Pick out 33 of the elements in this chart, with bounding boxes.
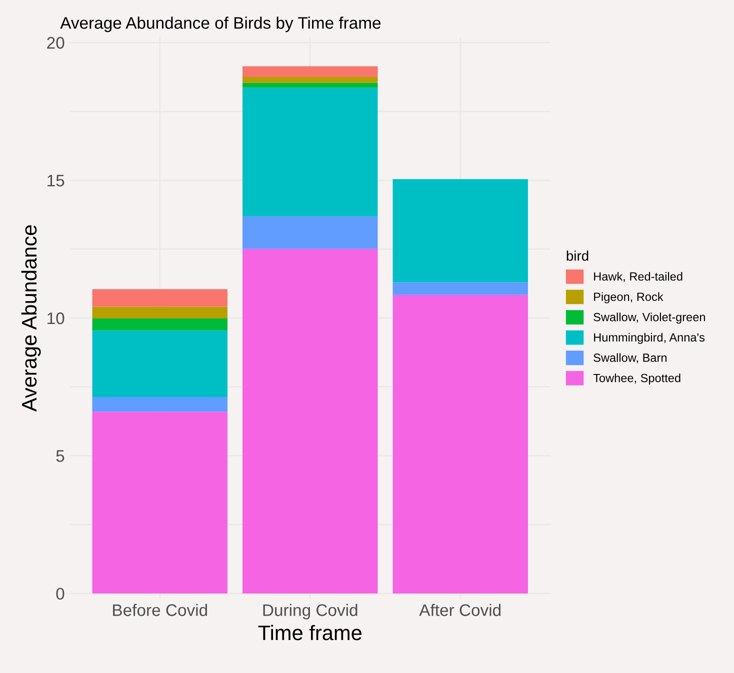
legend-label: Hawk, Red-tailed	[594, 272, 682, 282]
legend-label: Swallow, Barn	[594, 353, 666, 364]
x-axis-title: Time frame	[258, 624, 362, 640]
bar	[242, 216, 378, 249]
y-tick-label: 0	[56, 588, 64, 600]
y-tick-label: 15	[48, 174, 64, 186]
bar	[392, 179, 528, 282]
bar	[242, 66, 378, 77]
legend-label: Swallow, Violet-green	[594, 312, 705, 324]
bar	[92, 306, 228, 319]
bar	[92, 397, 228, 412]
bar	[242, 88, 378, 216]
bar	[242, 76, 378, 83]
legend-label: Hummingbird, Anna's	[594, 332, 704, 344]
legend-label: Pigeon, Rock	[594, 292, 664, 304]
bar	[242, 82, 378, 88]
x-tick-label: After Covid	[419, 604, 500, 616]
bar	[242, 248, 378, 594]
y-tick-label: 5	[56, 450, 64, 462]
legend-title: bird	[566, 250, 588, 261]
x-tick-label: During Covid	[263, 604, 358, 620]
bar	[92, 318, 228, 330]
bar	[92, 412, 228, 594]
legend-label: Towhee, Spotted	[593, 374, 680, 385]
chart-title: Average Abundance of Birds by Time frame	[60, 16, 381, 32]
bar	[392, 282, 528, 295]
bar	[92, 289, 228, 307]
y-axis-title: Average Abundance	[21, 225, 41, 412]
bar	[92, 330, 228, 398]
y-tick-label: 20	[47, 36, 64, 49]
bar	[392, 294, 528, 594]
x-tick-label: Before Covid	[113, 604, 207, 616]
y-tick-label: 10	[48, 312, 64, 324]
